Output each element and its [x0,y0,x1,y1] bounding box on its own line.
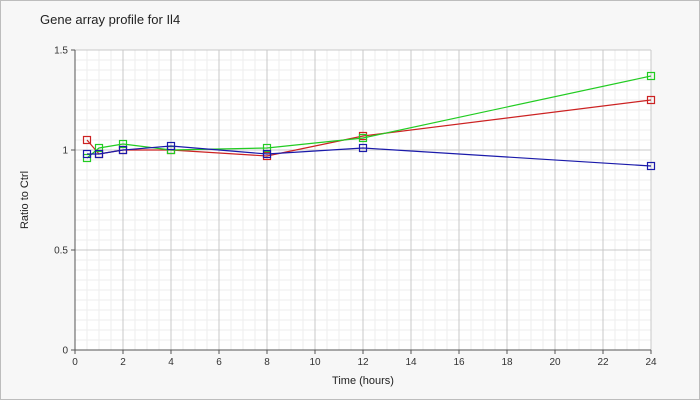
data-point [82,149,92,159]
data-point [262,149,272,159]
data-point [166,141,176,151]
data-point [94,143,104,153]
data-point [646,71,656,81]
y-tick-label: 1.5 [54,46,68,57]
data-point [118,139,128,149]
x-tick-label: 8 [264,357,270,368]
series-layer [82,71,656,171]
x-tick-label: 12 [357,357,369,368]
x-tick-label: 4 [168,357,174,368]
x-tick-label: 18 [501,357,513,368]
y-tick-label: 0 [62,346,68,357]
x-tick-label: 16 [453,357,465,368]
x-tick-label: 22 [597,357,609,368]
y-tick-label: 1 [62,146,68,157]
data-point [358,133,368,143]
x-tick-label: 0 [72,357,78,368]
data-point [118,145,128,155]
axes [71,49,652,354]
x-tick-label: 6 [216,357,222,368]
data-point [94,149,104,159]
x-tick-label: 10 [309,357,321,368]
x-tick-label: 20 [549,357,561,368]
x-axis-label: Time (hours) [332,375,394,387]
x-tick-label: 14 [405,357,417,368]
x-tick-label: 24 [645,357,657,368]
series-3 [82,141,656,171]
y-axis-label: Ratio to Ctrl [19,171,31,229]
chart-title: Gene array profile for Il4 [40,12,181,27]
y-tick-label: 0.5 [54,246,68,257]
data-point [82,135,92,145]
data-point [358,143,368,153]
x-tick-label: 2 [120,357,126,368]
data-point [646,95,656,105]
data-point [262,143,272,153]
series-line [87,145,652,167]
data-point [646,161,656,171]
